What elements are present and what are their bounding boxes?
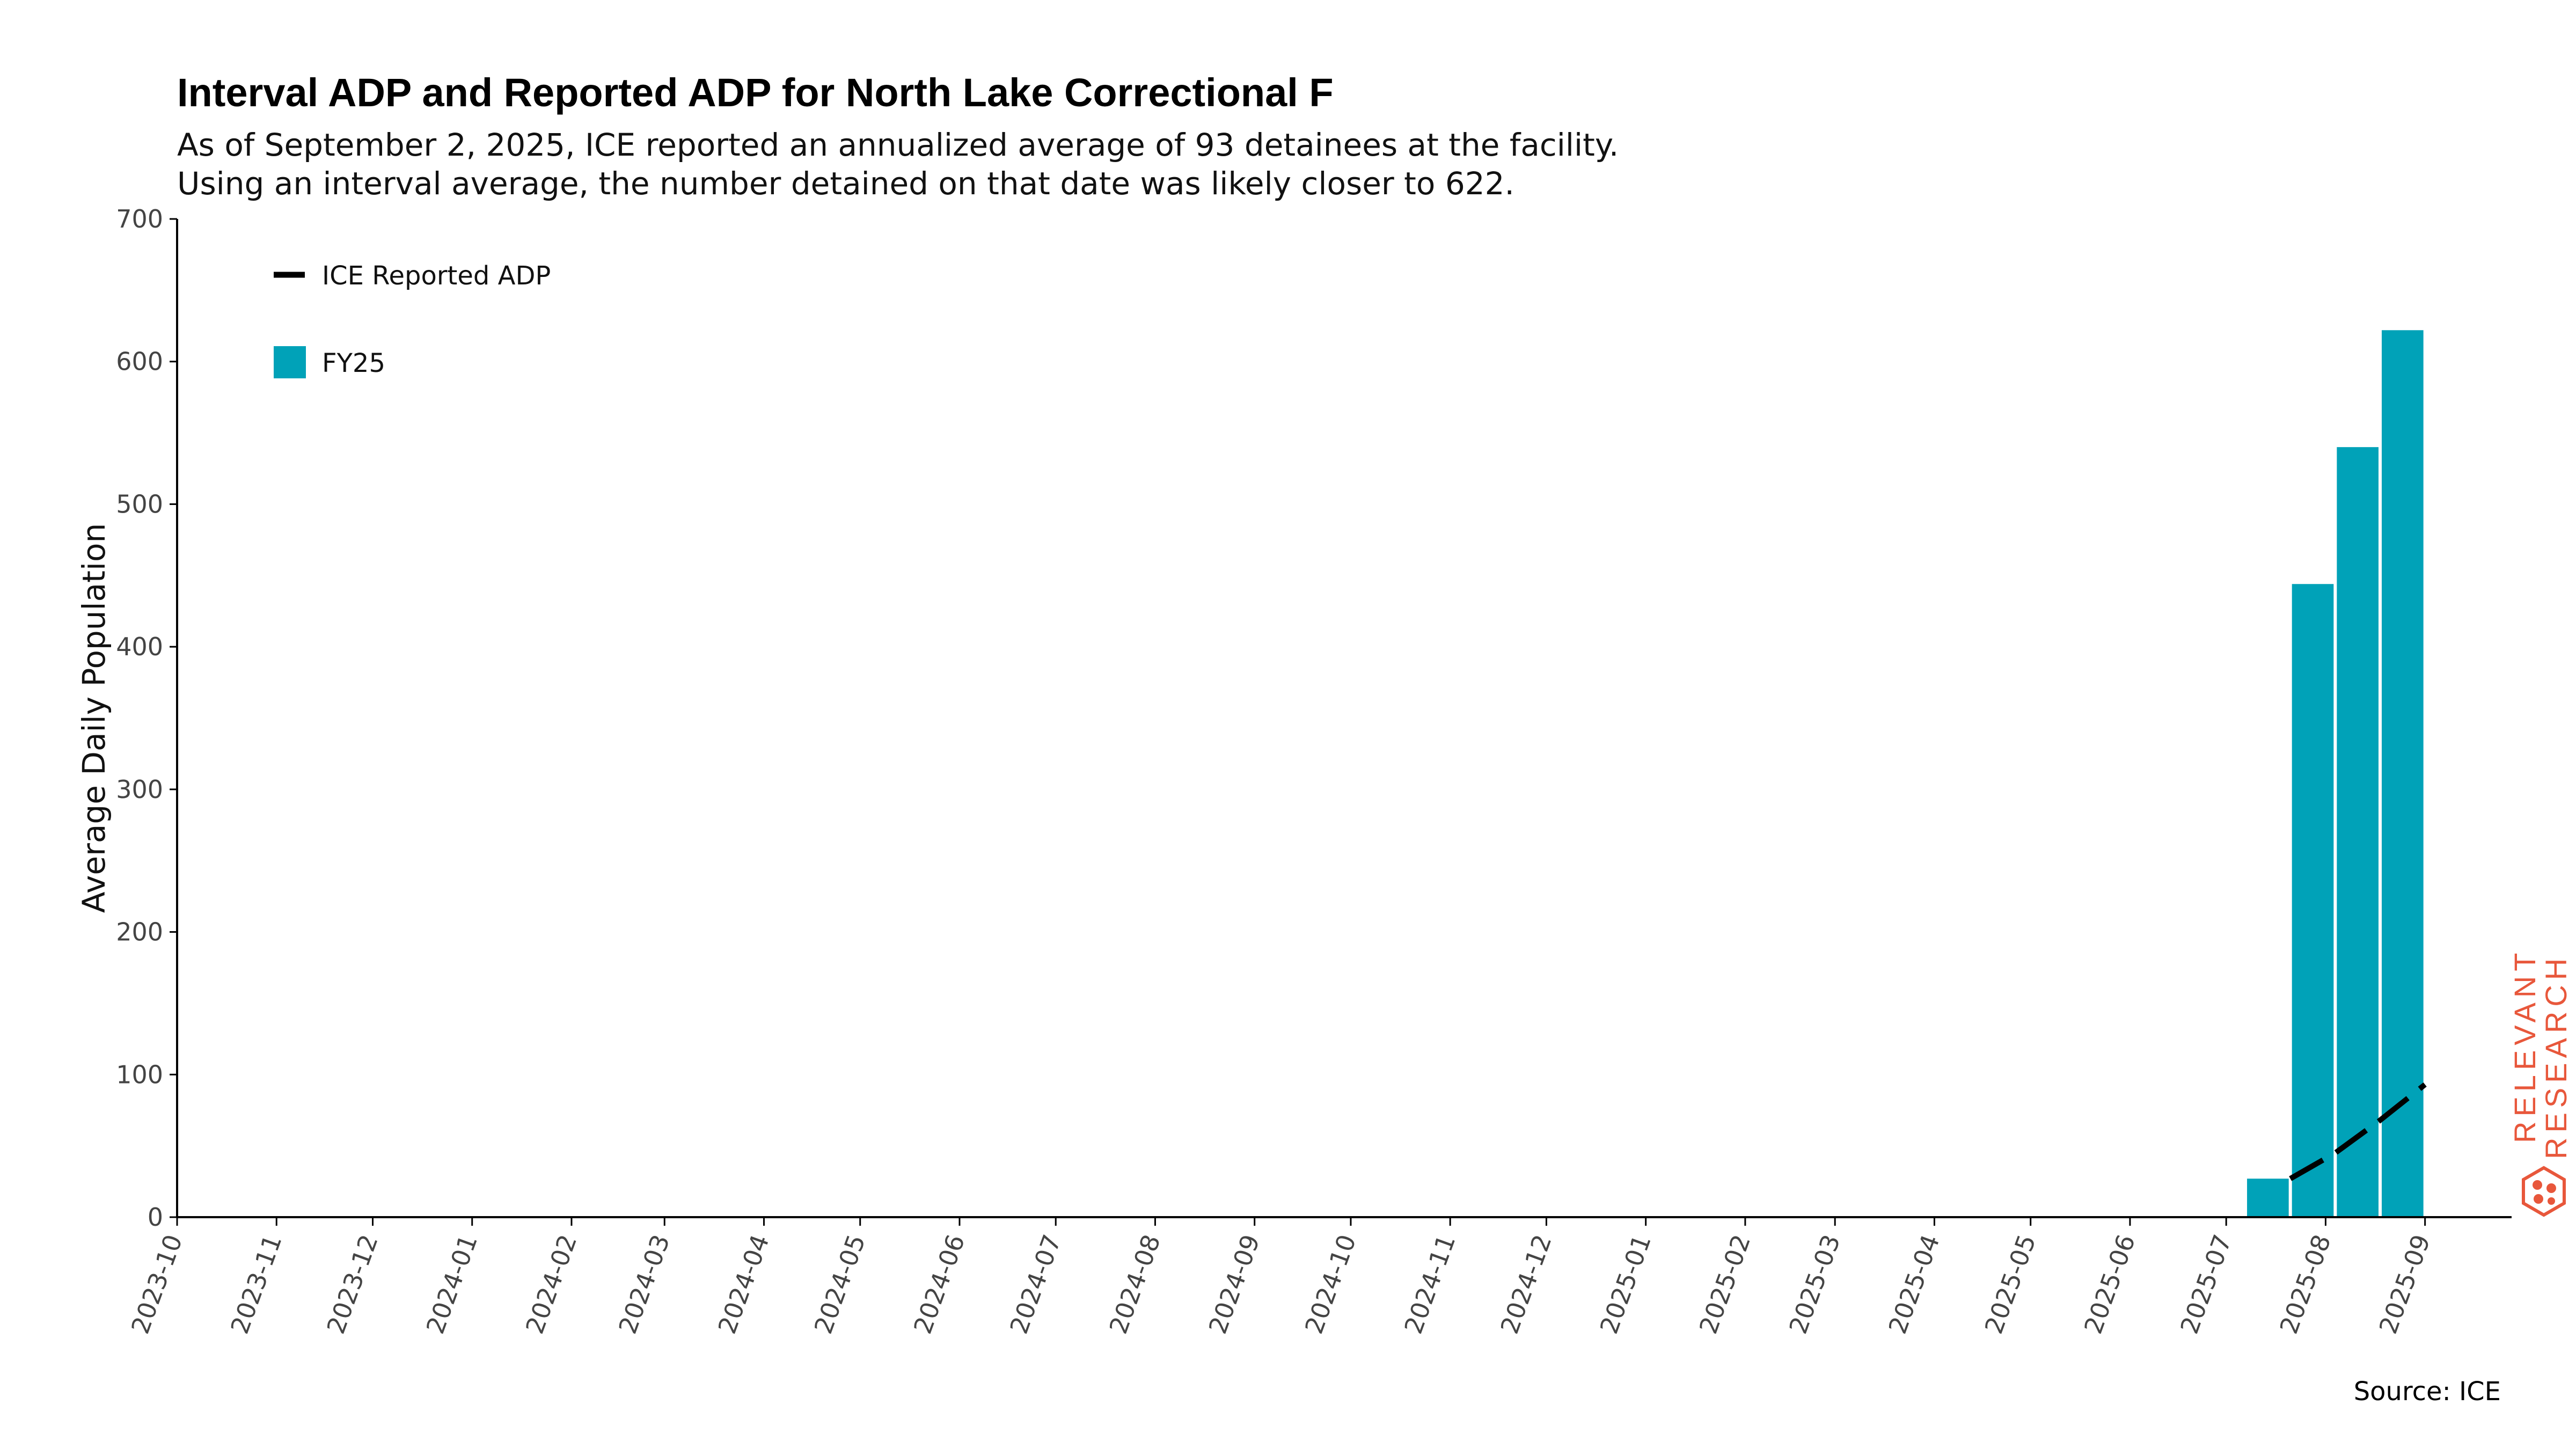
y-tick-label: 300 (116, 775, 163, 804)
x-tick-label: 2025-03 (1783, 1231, 1846, 1337)
y-tick-label: 600 (116, 347, 163, 376)
bar (2247, 1179, 2289, 1217)
y-axis-title: Average Daily Population (76, 523, 112, 913)
x-tick-label: 2023-11 (225, 1231, 287, 1337)
line-series (2289, 1082, 2427, 1181)
logo-text-line-2: RESEARCH (2539, 954, 2573, 1159)
x-tick-label: 2025-07 (2175, 1231, 2237, 1337)
x-tick-label: 2024-01 (421, 1231, 483, 1337)
legend-label-ice-reported-adp: ICE Reported ADP (322, 261, 551, 291)
x-tick-label: 2024-04 (712, 1231, 774, 1337)
x-tick-label: 2025-02 (1694, 1231, 1756, 1337)
logo-text-line-1: RELEVANT (2508, 948, 2542, 1143)
bar-series (2247, 330, 2424, 1218)
x-tick-label: 2025-01 (1594, 1231, 1657, 1337)
x-axis-ticks: 2023-10 2023-11 2023-12 2024-01 2024-02 2024-… (126, 1217, 2436, 1337)
relevant-research-logo: RELEVANT RESEARCH (2508, 948, 2573, 1217)
y-tick-label: 200 (116, 918, 163, 947)
x-tick-label: 2025-04 (1883, 1231, 1945, 1337)
x-tick-label: 2024-06 (908, 1231, 970, 1337)
x-tick-label: 2025-08 (2274, 1231, 2336, 1337)
x-tick-label: 2023-12 (321, 1231, 383, 1337)
x-tick-label: 2024-02 (520, 1231, 582, 1337)
x-tick-label: 2024-09 (1203, 1231, 1265, 1337)
y-axis-ticks: 0 100 200 300 400 500 600 700 (116, 204, 177, 1232)
x-tick-label: 2025-09 (2374, 1231, 2436, 1337)
x-tick-label: 2024-08 (1103, 1231, 1166, 1337)
legend-label-fy25: FY25 (322, 348, 385, 378)
legend: ICE Reported ADP FY25 (274, 261, 551, 378)
chart-title: Interval ADP and Reported ADP for North … (177, 70, 1334, 115)
chart-subtitle-line-2: Using an interval average, the number de… (177, 165, 1514, 202)
bar (2337, 447, 2379, 1218)
x-tick-label: 2024-03 (613, 1231, 675, 1337)
bar (2292, 584, 2334, 1217)
line-ice-reported-adp (2289, 1082, 2427, 1181)
y-tick-label: 700 (116, 204, 163, 233)
y-tick-label: 100 (116, 1060, 163, 1089)
x-tick-label: 2023-10 (126, 1231, 188, 1337)
bar (2382, 330, 2424, 1218)
y-tick-label: 500 (116, 489, 163, 518)
source-note: Source: ICE (2353, 1377, 2501, 1407)
x-tick-label: 2024-05 (809, 1231, 871, 1337)
legend-bar-swatch (274, 346, 306, 378)
x-tick-label: 2025-06 (2079, 1231, 2141, 1337)
x-tick-label: 2024-07 (1004, 1231, 1066, 1337)
y-tick-label: 0 (148, 1203, 163, 1232)
logo-icon (2522, 1166, 2566, 1217)
y-tick-label: 400 (116, 632, 163, 661)
x-tick-label: 2024-12 (1495, 1231, 1557, 1337)
x-tick-label: 2025-05 (1979, 1231, 2041, 1337)
chart-subtitle-line-1: As of September 2, 2025, ICE reported an… (177, 127, 1619, 163)
x-tick-label: 2024-11 (1399, 1231, 1461, 1337)
x-tick-label: 2024-10 (1299, 1231, 1362, 1337)
